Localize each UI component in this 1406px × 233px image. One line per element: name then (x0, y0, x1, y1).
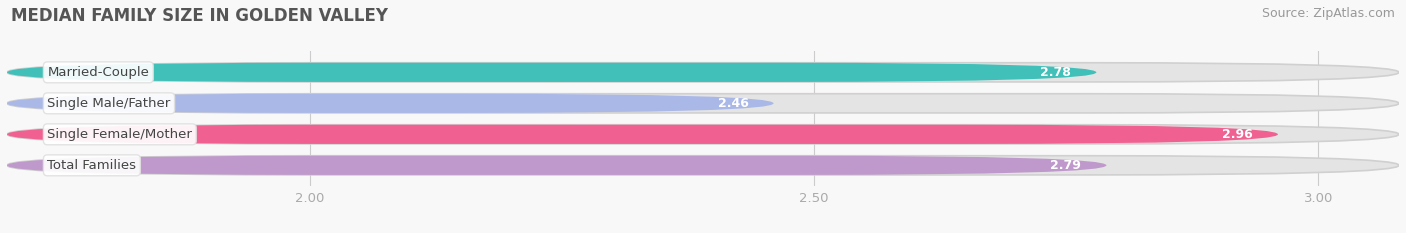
FancyBboxPatch shape (7, 125, 1399, 144)
Text: MEDIAN FAMILY SIZE IN GOLDEN VALLEY: MEDIAN FAMILY SIZE IN GOLDEN VALLEY (11, 7, 388, 25)
Text: Married-Couple: Married-Couple (48, 66, 149, 79)
FancyBboxPatch shape (7, 94, 773, 113)
FancyBboxPatch shape (7, 63, 1097, 82)
Text: 2.96: 2.96 (1222, 128, 1253, 141)
Text: Total Families: Total Families (48, 159, 136, 172)
FancyBboxPatch shape (7, 156, 1107, 175)
FancyBboxPatch shape (7, 94, 1399, 113)
Text: Single Male/Father: Single Male/Father (48, 97, 170, 110)
Text: 2.46: 2.46 (717, 97, 748, 110)
Text: 2.78: 2.78 (1040, 66, 1071, 79)
FancyBboxPatch shape (7, 156, 1399, 175)
FancyBboxPatch shape (7, 125, 1278, 144)
Text: Single Female/Mother: Single Female/Mother (48, 128, 193, 141)
Text: 2.79: 2.79 (1050, 159, 1081, 172)
Text: Source: ZipAtlas.com: Source: ZipAtlas.com (1261, 7, 1395, 20)
FancyBboxPatch shape (7, 63, 1399, 82)
